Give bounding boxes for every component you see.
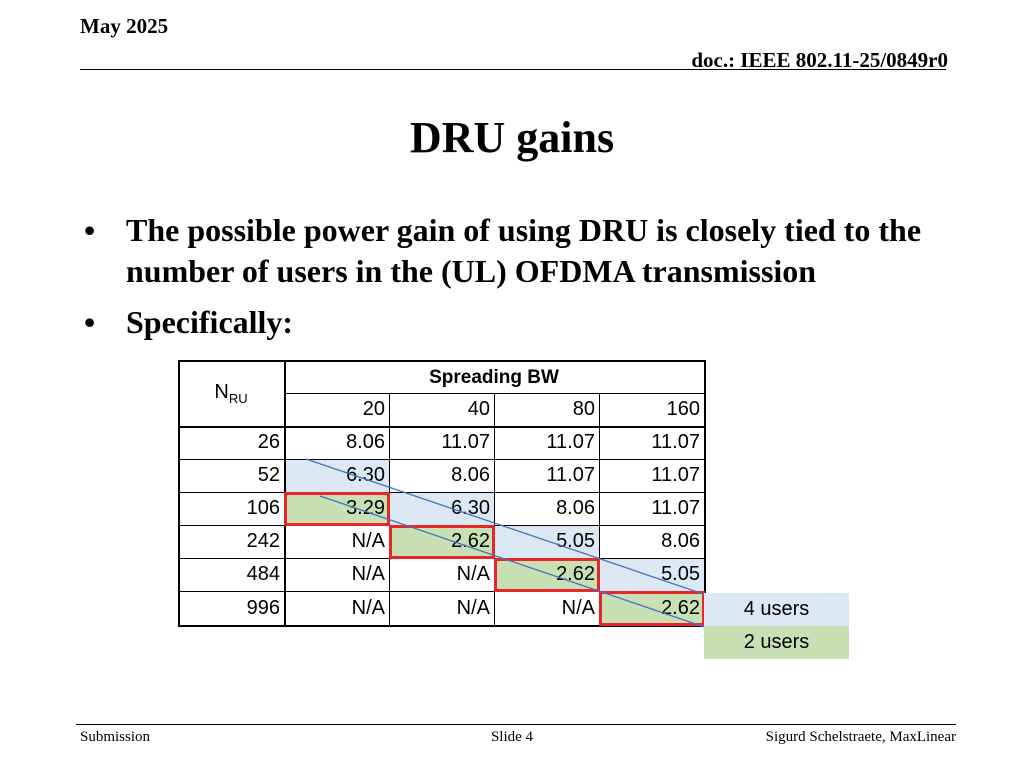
- two-users-outline: [494, 558, 600, 592]
- bullet-text: Specifically:: [126, 304, 294, 340]
- col-header: 40: [467, 398, 490, 420]
- gain-cell: 11.07: [546, 431, 595, 453]
- header-doc-id: doc.: IEEE 802.11-25/0849r0: [691, 48, 948, 72]
- gain-cell: N/A: [456, 597, 490, 619]
- row-header-subscript: RU: [228, 391, 248, 406]
- footer-author: Sigurd Schelstraete, MaxLinear: [765, 729, 956, 745]
- table-vline: [704, 360, 706, 625]
- gain-cell: 8.06: [661, 530, 700, 552]
- footer-divider: [76, 724, 956, 725]
- gain-cell: N/A: [561, 597, 595, 619]
- nru-cell: 52: [257, 464, 280, 486]
- header-divider: [80, 69, 946, 70]
- nru-cell: 996: [246, 597, 280, 619]
- gain-cell: 5.05: [661, 563, 700, 585]
- gain-cell: 11.07: [441, 431, 490, 453]
- gain-cell: 6.30: [451, 497, 490, 519]
- col-group-header: Spreading BW: [429, 367, 559, 388]
- two-users-outline: [284, 492, 390, 526]
- footer-slide-number: Slide 4: [490, 729, 534, 745]
- gain-cell: 11.07: [651, 464, 700, 486]
- col-header: 160: [666, 398, 700, 420]
- gain-cell: 8.06: [556, 497, 595, 519]
- col-header: 20: [362, 398, 385, 420]
- nru-cell: 484: [246, 563, 280, 585]
- gain-cell: N/A: [351, 563, 385, 585]
- slide-title: DRU gains: [409, 113, 615, 162]
- table-hline: [178, 492, 704, 493]
- table-hline: [178, 459, 704, 460]
- nru-cell: 106: [246, 497, 280, 519]
- nru-cell: 26: [257, 431, 280, 453]
- table-hline: [178, 426, 704, 428]
- table-vline: [178, 360, 180, 625]
- table-hline: [178, 360, 704, 362]
- gain-cell: 11.07: [651, 497, 700, 519]
- gain-cell: 11.07: [546, 464, 595, 486]
- footer-submission: Submission: [80, 729, 151, 745]
- row-header-main: N: [214, 381, 229, 403]
- legend-two-users: 2 users: [704, 626, 849, 659]
- gain-cell: N/A: [351, 530, 385, 552]
- gain-cell: 8.06: [451, 464, 490, 486]
- bullet-list: • The possible power gain of using DRU is…: [84, 210, 964, 353]
- header-date: May 2025: [80, 14, 169, 38]
- col-header: 80: [572, 398, 595, 420]
- gain-cell: 6.30: [346, 464, 385, 486]
- legend-four-users: 4 users: [704, 593, 849, 626]
- two-users-outline: [389, 525, 495, 559]
- bullet-item: • Specifically:: [84, 302, 964, 343]
- bullet-dot-icon: •: [84, 212, 96, 248]
- bullet-text: The possible power gain of using DRU is …: [126, 212, 922, 289]
- nru-cell: 242: [246, 530, 280, 552]
- gain-cell: 11.07: [651, 431, 700, 453]
- bullet-item: • The possible power gain of using DRU is…: [84, 210, 964, 292]
- row-header-nru: NRU: [178, 376, 284, 415]
- bullet-dot-icon: •: [84, 304, 96, 340]
- gain-cell: N/A: [456, 563, 490, 585]
- two-users-outline: [599, 591, 705, 626]
- gain-cell: 5.05: [556, 530, 595, 552]
- gain-cell: 8.06: [346, 431, 385, 453]
- gain-cell: N/A: [351, 597, 385, 619]
